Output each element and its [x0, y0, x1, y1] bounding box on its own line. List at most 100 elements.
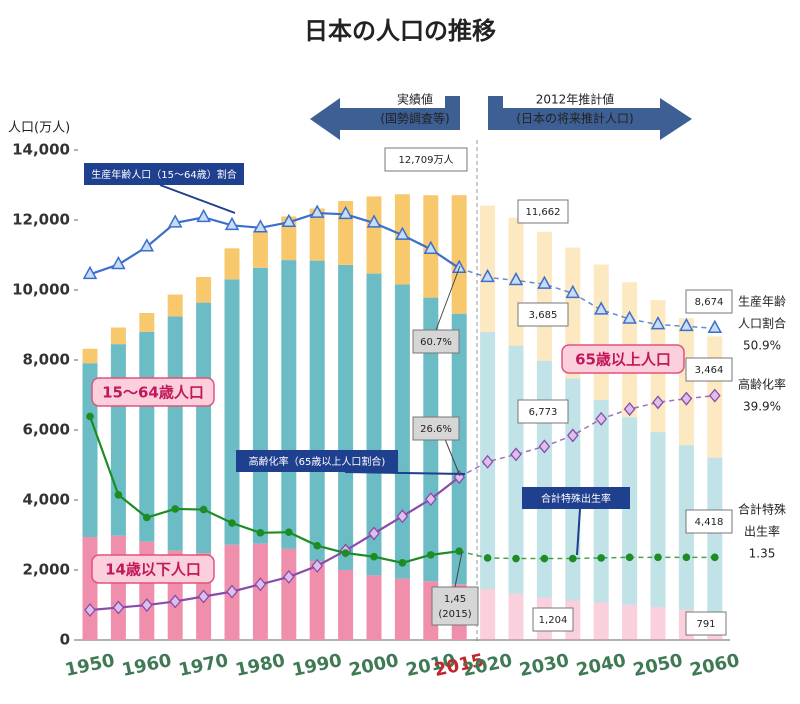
line-marker [565, 284, 581, 299]
bar-segment [309, 208, 325, 261]
line-path [459, 550, 715, 560]
annotation: 11,662 [526, 207, 561, 218]
x-tick-label: 1950 [63, 650, 116, 681]
bar-segment [593, 264, 609, 400]
line-marker [597, 554, 605, 562]
line-marker [224, 216, 240, 231]
legend-label: 15～64歳人口 [102, 384, 204, 402]
line-marker [143, 513, 151, 522]
line-marker [395, 226, 410, 240]
annotation-box [685, 509, 733, 534]
annotation: 791 [696, 619, 715, 630]
bar-segment [196, 276, 212, 303]
bar-segment [593, 602, 609, 640]
y-tick-label: 12,000 [12, 211, 70, 229]
line-marker [512, 554, 520, 563]
y-tick-label: 14,000 [12, 141, 70, 159]
annotation: 3,464 [695, 365, 724, 376]
y-axis-label: 人口(万人) [8, 121, 70, 136]
annotation: (2015) [438, 609, 471, 620]
bar-segment [309, 260, 325, 562]
line-marker [680, 391, 693, 406]
annotation-leader [454, 551, 463, 588]
annotation-box [517, 399, 569, 424]
line-marker [114, 491, 123, 499]
annotation: 8,674 [695, 297, 724, 308]
y-tick-label: 8,000 [23, 351, 70, 369]
line-marker [622, 310, 637, 324]
line-marker [341, 549, 350, 557]
bar-segment [309, 561, 325, 640]
line-marker [256, 529, 265, 537]
period-label: (日本の将来推計人口) [516, 111, 633, 126]
line-marker [508, 271, 524, 286]
line-marker [625, 553, 634, 562]
line-marker [455, 547, 464, 555]
series-callout [91, 377, 215, 407]
callout-leader [576, 508, 581, 556]
bar-segment [82, 348, 98, 364]
bar-segment [451, 313, 467, 585]
line-marker [139, 238, 155, 252]
line-marker [423, 240, 439, 254]
annotation-box [431, 586, 479, 626]
bar-segment [281, 548, 297, 640]
x-tick-label: 1960 [120, 650, 173, 681]
bar-segment [82, 536, 98, 640]
line-marker [199, 505, 208, 514]
annotation: 12,709万人 [399, 154, 454, 166]
bar-segment [536, 231, 552, 361]
bar-segment [707, 457, 723, 613]
bar-segment [622, 417, 638, 605]
line-marker [424, 492, 437, 507]
bar-segment [167, 294, 183, 317]
bar-segment [224, 279, 240, 545]
line-path [88, 416, 460, 564]
annotation-box [685, 289, 733, 314]
line-marker [537, 275, 552, 289]
period-label: 2012年推計値 [536, 92, 615, 107]
bar-segment [678, 318, 694, 446]
x-tick-label: 1970 [177, 650, 230, 681]
x-tick-label: 2030 [518, 650, 571, 681]
x-tick-label: 2050 [631, 650, 684, 681]
line-marker [228, 519, 236, 527]
callout-leader [344, 471, 466, 475]
y-tick-label: 0 [60, 631, 70, 649]
line-callout [236, 450, 398, 472]
line-marker [623, 402, 636, 417]
line-marker [707, 319, 723, 333]
bar-segment [338, 569, 354, 640]
line-marker [593, 301, 609, 315]
bar-segment [366, 575, 382, 640]
line-marker [396, 509, 409, 524]
line-path [89, 211, 460, 276]
end-label: 50.9% [743, 339, 781, 353]
x-tick-label: 1990 [290, 650, 343, 681]
line-marker [197, 589, 210, 604]
line-marker [311, 558, 324, 573]
line-marker [84, 602, 96, 618]
x-tick-label: 1980 [234, 650, 287, 681]
bar-segment [622, 604, 638, 640]
bar-segment [252, 267, 268, 544]
y-tick-label: 10,000 [12, 281, 70, 299]
line-marker [285, 528, 293, 536]
bar-segment [281, 260, 297, 549]
bar-segment [196, 302, 212, 554]
line-marker [569, 554, 577, 563]
line-marker [169, 594, 182, 609]
legend-label: 合計特殊出生率 [541, 492, 611, 505]
annotation: 6,773 [529, 407, 558, 418]
line-marker [112, 600, 125, 615]
line-marker [679, 317, 694, 332]
period-label: 実績値 [397, 92, 433, 107]
annotation: 26.6% [420, 424, 452, 435]
line-marker [313, 541, 322, 550]
line-marker [111, 255, 126, 270]
annotation-box [412, 416, 460, 441]
actual-arrow [310, 96, 460, 140]
line-marker [282, 569, 295, 584]
bar-segment [480, 589, 496, 640]
annotation-box [517, 302, 569, 327]
